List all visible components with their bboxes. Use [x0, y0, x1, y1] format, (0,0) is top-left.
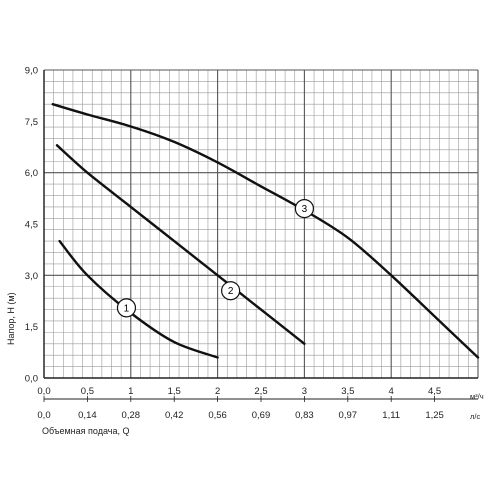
x2-tick-label: 0,69: [252, 410, 271, 421]
curve-label-3: 3: [302, 204, 308, 215]
x-axis-unit: м³/ч: [470, 392, 484, 401]
series-line-3: [51, 103, 480, 359]
x2-tick-label: 0,97: [339, 410, 358, 421]
x2-tick-label: 0,0: [37, 410, 50, 421]
x2-tick-label: 0,14: [78, 410, 97, 421]
x-tick-label: 0,5: [81, 386, 94, 397]
x-tick-label: 2,5: [254, 386, 267, 397]
x2-axis-unit: л/с: [470, 412, 480, 421]
minor-grid: [44, 70, 478, 378]
x2-tick-label: 0,83: [295, 410, 314, 421]
y-tick-label: 9,0: [25, 66, 38, 77]
x-tick-label: 2: [215, 386, 220, 397]
y-tick-label: 6,0: [25, 168, 38, 179]
x-tick-label: 1: [128, 386, 133, 397]
series-line-2: [55, 144, 306, 345]
x2-tick-label: 1,11: [382, 410, 400, 421]
series-line-1: [58, 239, 219, 359]
x-tick-label: 4,5: [428, 386, 441, 397]
y-axis-title: Напор, H (м): [6, 292, 16, 345]
series-group: [51, 103, 480, 359]
curve-label-circle-3: [294, 199, 314, 219]
y-tick-label: 3,0: [25, 271, 38, 282]
x-tick-label: 3: [302, 386, 307, 397]
x-axis-title: Объемная подача, Q: [42, 426, 129, 436]
x-tick-label: 4: [389, 386, 394, 397]
curve-label-1: 1: [124, 303, 130, 314]
curve-label-circle-2: [221, 281, 241, 301]
x-tick-label: 0,0: [37, 386, 50, 397]
curve-label-2: 2: [228, 286, 234, 297]
axes-group: 0,0 1,5 3,0 4,5 6,0 7,5 9,0 0,0 0,5 1 1,5 2 2,5 3 3,5 4…: [25, 66, 478, 421]
x2-tick-label: 0,28: [122, 410, 141, 421]
curve-label-group: 1 2 3: [116, 199, 314, 318]
y-tick-label: 1,5: [25, 322, 38, 333]
curve-label-circle-1: [116, 298, 137, 318]
x-tick-label: 1,5: [168, 386, 181, 397]
y-tick-label: 7,5: [25, 117, 38, 128]
major-grid: [43, 69, 479, 379]
x2-tick-label: 0,56: [208, 410, 227, 421]
x-tick-label: 3,5: [341, 386, 354, 397]
y-tick-label: 4,5: [25, 220, 38, 231]
x2-tick-label: 0,42: [165, 410, 184, 421]
y-tick-label: 0,0: [25, 374, 38, 385]
x2-tick-label: 1,25: [425, 410, 444, 421]
